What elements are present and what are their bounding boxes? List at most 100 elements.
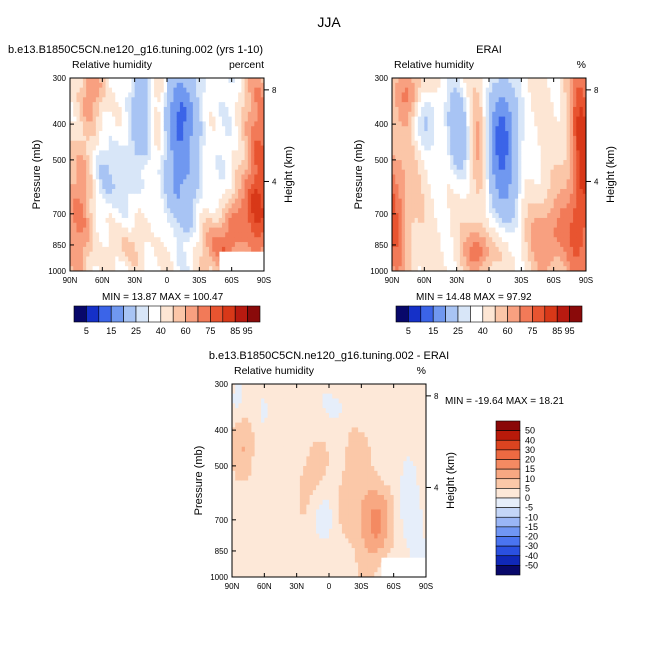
field-cell bbox=[86, 242, 90, 248]
field-cell bbox=[251, 145, 255, 151]
field-cell bbox=[257, 131, 262, 137]
field-cell bbox=[414, 227, 419, 233]
field-cell bbox=[196, 213, 200, 219]
field-cell bbox=[232, 451, 236, 457]
field-cell bbox=[518, 131, 522, 137]
field-cell bbox=[424, 232, 428, 238]
field-cell bbox=[430, 87, 435, 93]
field-cell bbox=[427, 97, 432, 103]
field-cell bbox=[147, 217, 152, 224]
field-cell bbox=[511, 261, 516, 267]
field-cell bbox=[430, 266, 435, 272]
field-cell bbox=[150, 174, 155, 180]
field-cell bbox=[241, 232, 245, 238]
field-cell bbox=[118, 140, 123, 146]
field-cell bbox=[235, 384, 239, 390]
field-cell bbox=[453, 145, 458, 151]
field-cell bbox=[154, 87, 158, 93]
field-cell bbox=[582, 164, 587, 171]
field-cell bbox=[508, 111, 513, 118]
field-cell bbox=[105, 92, 110, 98]
field-cell bbox=[163, 102, 168, 108]
field-cell bbox=[76, 135, 81, 142]
field-cell bbox=[257, 145, 262, 151]
field-cell bbox=[576, 246, 580, 253]
field-cell bbox=[70, 261, 74, 267]
field-cell bbox=[417, 78, 422, 84]
field-cell bbox=[563, 227, 567, 233]
field-cell bbox=[202, 121, 207, 127]
field-cell bbox=[154, 82, 158, 89]
field-cell bbox=[560, 102, 564, 108]
field-cell bbox=[434, 102, 438, 108]
field-cell bbox=[508, 179, 513, 185]
field-cell bbox=[459, 155, 464, 161]
field-cell bbox=[511, 198, 516, 204]
field-cell bbox=[112, 251, 116, 257]
field-cell bbox=[131, 126, 136, 132]
field-cell bbox=[421, 97, 425, 103]
field-cell bbox=[563, 222, 567, 228]
field-cell bbox=[476, 193, 480, 200]
field-cell bbox=[556, 237, 561, 243]
field-cell bbox=[192, 169, 197, 175]
field-cell bbox=[527, 78, 532, 84]
field-cell bbox=[466, 266, 470, 272]
field-cell bbox=[573, 78, 577, 84]
field-cell bbox=[73, 261, 77, 267]
field-cell bbox=[566, 256, 571, 262]
field-cell bbox=[527, 155, 532, 161]
field-cell bbox=[118, 135, 123, 142]
field-cell bbox=[232, 485, 236, 491]
field-cell bbox=[579, 242, 584, 248]
field-cell bbox=[79, 126, 84, 132]
field-cell bbox=[260, 179, 265, 185]
field-cell bbox=[531, 227, 535, 233]
field-cell bbox=[131, 266, 136, 272]
field-cell bbox=[234, 237, 239, 243]
field-cell bbox=[137, 246, 142, 253]
field-cell bbox=[160, 246, 165, 253]
colorbar-swatch bbox=[395, 305, 409, 323]
field-cell bbox=[115, 111, 119, 118]
field-cell bbox=[563, 184, 567, 190]
field-cell bbox=[141, 145, 145, 151]
field-cell bbox=[495, 217, 500, 224]
field-cell bbox=[563, 213, 567, 219]
field-cell bbox=[209, 246, 213, 253]
field-cell bbox=[582, 232, 587, 238]
field-cell bbox=[498, 203, 503, 209]
field-cell bbox=[440, 87, 445, 93]
field-cell bbox=[524, 135, 529, 142]
contour-field bbox=[70, 78, 265, 272]
field-cell bbox=[430, 155, 435, 161]
field-cell bbox=[228, 179, 233, 185]
field-cell bbox=[189, 82, 194, 89]
field-cell bbox=[518, 246, 522, 253]
field-cell bbox=[556, 82, 561, 89]
field-cell bbox=[118, 174, 123, 180]
field-cell bbox=[137, 111, 142, 118]
field-cell bbox=[495, 140, 500, 146]
field-cell bbox=[167, 116, 171, 122]
field-cell bbox=[560, 174, 564, 180]
field-cell bbox=[485, 203, 490, 209]
field-cell bbox=[241, 169, 245, 175]
field-cell bbox=[163, 217, 168, 224]
field-cell bbox=[469, 217, 474, 224]
field-cell bbox=[472, 97, 477, 103]
field-cell bbox=[476, 97, 480, 103]
field-cell bbox=[511, 97, 516, 103]
field-cell bbox=[531, 145, 535, 151]
field-cell bbox=[160, 160, 165, 166]
field-cell bbox=[524, 155, 529, 161]
colorbar-swatch bbox=[222, 305, 236, 323]
field-cell bbox=[244, 179, 249, 185]
field-cell bbox=[131, 179, 136, 185]
field-cell bbox=[582, 237, 587, 243]
field-cell bbox=[527, 82, 532, 89]
field-cell bbox=[202, 251, 207, 257]
field-cell bbox=[527, 261, 532, 267]
field-cell bbox=[202, 150, 207, 156]
field-cell bbox=[251, 193, 255, 200]
